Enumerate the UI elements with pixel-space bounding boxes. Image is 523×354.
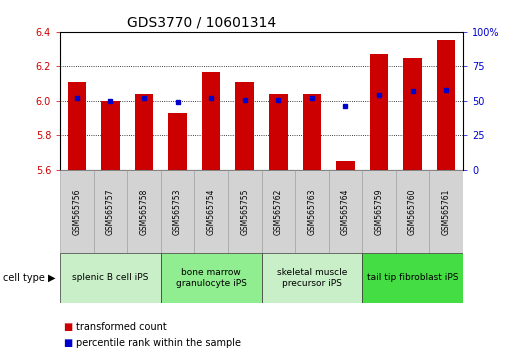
Text: bone marrow
granulocyte iPS: bone marrow granulocyte iPS xyxy=(176,268,247,287)
Text: GSM565763: GSM565763 xyxy=(308,188,316,235)
FancyBboxPatch shape xyxy=(396,170,429,253)
Bar xyxy=(67,82,86,170)
Text: GSM565758: GSM565758 xyxy=(140,188,149,235)
Bar xyxy=(235,82,254,170)
FancyBboxPatch shape xyxy=(195,170,228,253)
Text: skeletal muscle
precursor iPS: skeletal muscle precursor iPS xyxy=(277,268,347,287)
Text: ■: ■ xyxy=(63,338,72,348)
Bar xyxy=(370,54,388,170)
Text: GSM565756: GSM565756 xyxy=(72,188,82,235)
Text: GSM565760: GSM565760 xyxy=(408,188,417,235)
FancyBboxPatch shape xyxy=(262,253,362,303)
FancyBboxPatch shape xyxy=(429,170,463,253)
Bar xyxy=(135,94,153,170)
Text: tail tip fibroblast iPS: tail tip fibroblast iPS xyxy=(367,273,458,282)
FancyBboxPatch shape xyxy=(262,170,295,253)
Text: GSM565754: GSM565754 xyxy=(207,188,215,235)
Text: ▶: ▶ xyxy=(48,273,55,283)
Text: cell type: cell type xyxy=(3,273,44,283)
Text: GSM565759: GSM565759 xyxy=(374,188,383,235)
Text: GSM565753: GSM565753 xyxy=(173,188,182,235)
FancyBboxPatch shape xyxy=(228,170,262,253)
Bar xyxy=(202,72,220,170)
Bar xyxy=(303,94,321,170)
Text: GSM565755: GSM565755 xyxy=(240,188,249,235)
Bar xyxy=(168,113,187,170)
FancyBboxPatch shape xyxy=(161,170,195,253)
Text: ■: ■ xyxy=(63,322,72,332)
FancyBboxPatch shape xyxy=(94,170,127,253)
Bar xyxy=(437,40,456,170)
Text: GSM565762: GSM565762 xyxy=(274,188,283,235)
FancyBboxPatch shape xyxy=(60,253,161,303)
Text: GDS3770 / 10601314: GDS3770 / 10601314 xyxy=(127,16,276,30)
Bar xyxy=(101,101,120,170)
FancyBboxPatch shape xyxy=(127,170,161,253)
FancyBboxPatch shape xyxy=(328,170,362,253)
FancyBboxPatch shape xyxy=(362,170,396,253)
Text: transformed count: transformed count xyxy=(76,322,167,332)
Bar xyxy=(269,94,288,170)
FancyBboxPatch shape xyxy=(295,170,328,253)
Text: percentile rank within the sample: percentile rank within the sample xyxy=(76,338,241,348)
Bar xyxy=(336,161,355,170)
FancyBboxPatch shape xyxy=(60,170,94,253)
FancyBboxPatch shape xyxy=(362,253,463,303)
Bar xyxy=(403,58,422,170)
FancyBboxPatch shape xyxy=(161,253,262,303)
Text: GSM565761: GSM565761 xyxy=(441,188,451,235)
Text: GSM565757: GSM565757 xyxy=(106,188,115,235)
Text: GSM565764: GSM565764 xyxy=(341,188,350,235)
Text: splenic B cell iPS: splenic B cell iPS xyxy=(72,273,149,282)
